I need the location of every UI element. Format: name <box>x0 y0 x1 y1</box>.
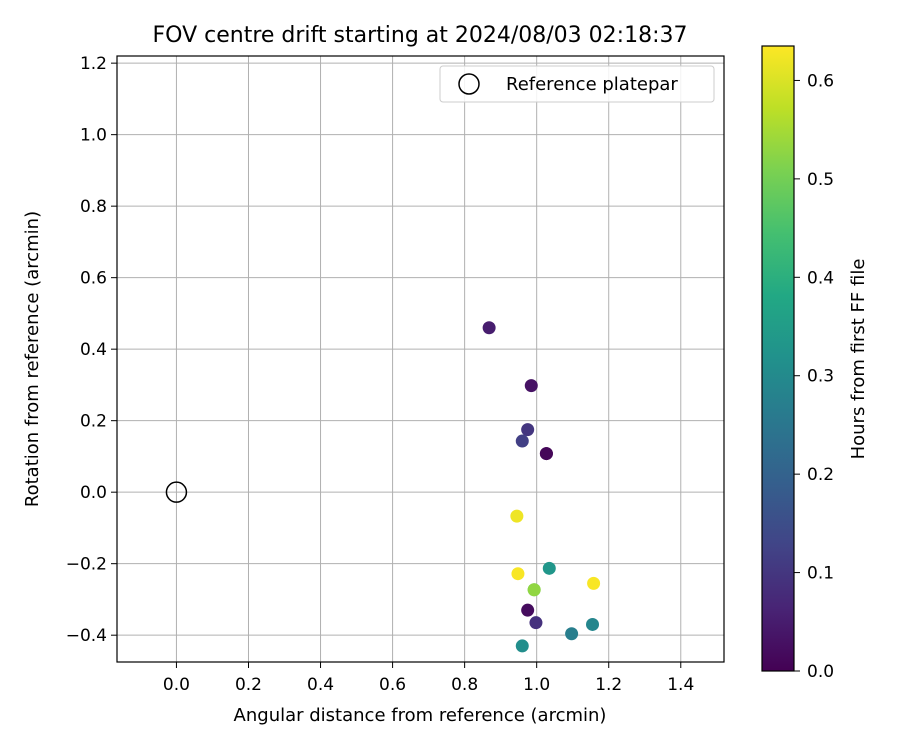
colorbar-tick-label: 0.2 <box>807 465 834 485</box>
x-tick-label: 0.2 <box>235 675 262 695</box>
y-tick-label: −0.4 <box>66 626 107 646</box>
grid-lines <box>117 56 724 662</box>
reference-marker-layer <box>165 481 188 503</box>
data-point <box>539 447 553 461</box>
x-tick-label: 0.0 <box>163 675 190 695</box>
chart-title: FOV centre drift starting at 2024/08/03 … <box>153 23 688 48</box>
plot-frame <box>116 55 725 663</box>
colorbar-tick-label: 0.0 <box>807 662 834 682</box>
x-tick-label: 1.2 <box>595 675 622 695</box>
data-point <box>527 583 541 597</box>
data-point <box>524 379 538 393</box>
colorbar-tick-label: 0.1 <box>807 564 834 584</box>
legend-marker-reference <box>458 73 480 95</box>
data-point <box>587 576 601 590</box>
y-tick-label: 0.4 <box>80 340 107 360</box>
y-tick-label: 0.6 <box>80 269 107 289</box>
colorbar-ticks: 0.0 0.1 0.2 0.3 0.4 0.5 0.6 <box>794 71 834 682</box>
data-point <box>511 567 525 581</box>
legend-box <box>439 65 715 103</box>
reference-platepar-marker <box>165 481 188 503</box>
y-tick-label: 0.8 <box>80 197 107 217</box>
colorbar: 0.0 0.1 0.2 0.3 0.4 0.5 0.6 Hours from first F… <box>761 45 869 682</box>
data-point <box>586 617 600 631</box>
colorbar-tick-label: 0.3 <box>807 367 834 387</box>
y-tick-label: 0.0 <box>80 483 107 503</box>
x-tick-label: 0.8 <box>451 675 478 695</box>
data-point <box>510 509 524 523</box>
data-point <box>521 423 535 437</box>
y-tick-label: −0.2 <box>66 555 107 575</box>
data-point <box>482 321 496 335</box>
data-point <box>515 639 529 653</box>
x-tick-label: 0.4 <box>307 675 334 695</box>
y-tick-label: 1.2 <box>80 54 107 74</box>
x-axis-label: Angular distance from reference (arcmin) <box>234 705 607 726</box>
y-tick-label: 0.2 <box>80 412 107 432</box>
x-tick-label: 1.0 <box>523 675 550 695</box>
legend-label-reference: Reference platepar <box>506 74 678 95</box>
data-points <box>482 321 601 653</box>
data-point <box>515 434 529 448</box>
y-axis-label: Rotation from reference (arcmin) <box>22 211 43 507</box>
colorbar-label: Hours from first FF file <box>848 259 869 460</box>
legend: Reference platepar <box>439 65 715 103</box>
y-tick-label: 1.0 <box>80 126 107 146</box>
colorbar-tick-label: 0.5 <box>807 170 834 190</box>
data-point <box>565 627 579 641</box>
data-point <box>542 561 556 575</box>
data-point <box>529 616 543 630</box>
y-axis-ticks: −0.4 −0.2 0.0 0.2 0.4 0.6 0.8 1.0 1.2 <box>66 54 117 646</box>
data-point <box>521 603 535 617</box>
x-tick-label: 1.4 <box>667 675 694 695</box>
colorbar-tick-label: 0.4 <box>807 268 834 288</box>
x-axis-ticks: 0.0 0.2 0.4 0.6 0.8 1.0 1.2 1.4 <box>163 662 694 695</box>
colorbar-gradient <box>761 45 795 672</box>
x-tick-label: 0.6 <box>379 675 406 695</box>
colorbar-tick-label: 0.6 <box>807 71 834 91</box>
